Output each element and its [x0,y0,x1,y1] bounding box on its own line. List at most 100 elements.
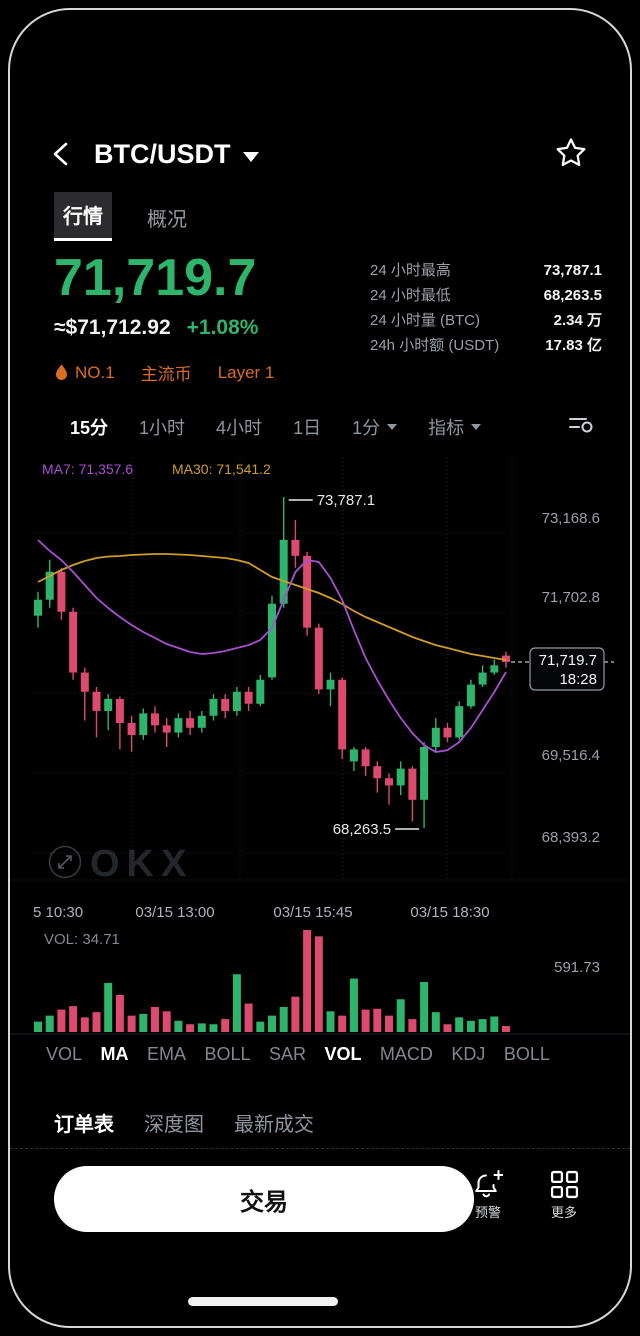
ma30-legend: MA30: 71,541.2 [172,461,271,477]
ordertab-最新成交[interactable]: 最新成交 [234,1114,314,1136]
candle-body [349,749,358,762]
stat-row: 24 小时量 (BTC) 2.34 万 [370,308,602,333]
home-indicator[interactable] [188,1297,338,1306]
caret-down-icon [471,424,482,430]
volume-bar [268,1015,276,1032]
candle-body [80,672,89,692]
volume-bar [279,1007,288,1032]
indicator-tab-boll-8[interactable]: BOLL [503,1044,550,1064]
candle-body [139,713,148,735]
volume-bar [34,1021,42,1032]
badge-label: Layer 1 [217,362,275,382]
volume-bar [162,1011,171,1032]
high-annotation: 73,787.1 [317,492,375,509]
volume-bar [303,930,312,1032]
candle-body [268,603,276,678]
candle-body [314,627,323,690]
indicator-tab-ma-1[interactable]: MA [100,1044,129,1064]
x-axis-label: 03/15 18:30 [410,904,489,921]
current-price-box[interactable] [529,647,605,691]
page-title: BTC/USDT [94,139,231,169]
indicator-tab-kdj-7[interactable]: KDJ [451,1044,486,1064]
back-button[interactable] [50,140,74,173]
flame-icon [56,364,67,380]
indicator-tab-ema-2[interactable]: EMA [146,1044,186,1064]
volume-bar [57,1009,66,1032]
stat-value: 2.34 万 [553,312,602,329]
chart-settings-icon [569,418,593,433]
tab-行情[interactable]: 行情 [54,192,112,241]
candle-body [209,698,218,716]
timeframe-1分[interactable]: 1分 [352,414,398,440]
ma7-line [37,539,507,753]
timeframe-指标[interactable]: 指标 [428,414,482,440]
candle-body [431,727,440,747]
timeframe-1日[interactable]: 1日 [293,418,322,438]
volume-bar [443,1024,452,1032]
candle-body [151,713,159,726]
volume-bar [396,999,405,1032]
badge-Layer 1[interactable]: Layer 1 [218,363,275,383]
more-button[interactable]: 更多 [526,1170,602,1221]
top-tabs: 行情 概况 [54,192,196,241]
y-axis-label: 68,393.2 [542,829,600,846]
indicator-tab-boll-3[interactable]: BOLL [204,1044,251,1064]
volume-bar [466,1020,475,1032]
volume-bar [244,1003,253,1032]
stat-row: 24 小时最高 73,787.1 [370,258,602,283]
timeframe-1小时[interactable]: 1小时 [139,418,186,438]
indicator-tab-sar-4[interactable]: SAR [268,1044,306,1064]
volume-bar [186,1024,195,1032]
volume-bar [338,1015,347,1032]
ordertab-订单表[interactable]: 订单表 [54,1114,114,1136]
last-price: 71,719.7 [54,249,257,307]
stat-row: 24h 小时额 (USDT) 17.83 亿 [370,333,602,358]
candle-body [291,539,300,556]
badge-label: NO.1 [75,362,115,382]
indicator-tab-vol-5[interactable]: VOL [324,1044,362,1064]
x-axis-label: 5 10:30 [33,904,83,921]
chart-settings-button[interactable] [568,412,594,441]
timeframe-15分[interactable]: 15分 [70,418,109,438]
candle-body [174,718,183,733]
phone-frame: BTC/USDT 行情 概况 71,719.7 ≈$71,712.92 +1.08%… [8,8,632,1328]
ma30-line [37,553,507,661]
candle-body [443,727,452,738]
volume-bar [314,936,323,1032]
volume-bar [502,1026,510,1032]
volume-bar [92,1012,101,1032]
kline-chart[interactable]: OKX MA7: 71,357.6 MA30: 71,541.2 73,787.1 68… [10,455,630,1040]
badge-主流币[interactable]: 主流币 [141,360,192,385]
timeframe-4小时[interactable]: 4小时 [216,418,263,438]
candle-body [45,571,54,600]
candle-body [115,698,124,723]
caret-down-icon [387,424,398,430]
candle-body [34,599,42,616]
candle-body [420,746,429,800]
ordertab-深度图[interactable]: 深度图 [144,1114,204,1136]
expand-circle-icon[interactable] [48,845,82,879]
badge-NO.1[interactable]: NO.1 [54,363,115,383]
tab-概况[interactable]: 概况 [147,209,187,231]
volume-bar [209,1024,218,1032]
candle-body [256,679,265,704]
trade-button[interactable]: 交易 [54,1166,474,1232]
stat-label: 24 小时最低 [370,287,451,304]
volume-bar [349,978,358,1032]
candle-body [455,706,464,738]
candle-body [338,679,347,750]
favorite-star-button[interactable] [554,136,588,175]
volume-bar [256,1021,265,1032]
indicator-tab-vol-0[interactable]: VOL [46,1044,83,1064]
x-axis-label: 03/15 13:00 [135,904,214,921]
stats-panel: 24 小时最高 73,787.1 24 小时最低 68,263.5 24 小时量 (BT… [370,258,602,358]
alert-button[interactable]: 预警 [450,1170,526,1221]
chevron-down-icon [242,152,259,162]
divider [10,1148,630,1149]
more-label: 更多 [550,1205,577,1220]
indicator-tab-macd-6[interactable]: MACD [379,1044,433,1064]
volume-bar [127,1015,136,1032]
volume-bar [221,1019,230,1032]
header: BTC/USDT [10,130,630,178]
pair-title-button[interactable]: BTC/USDT [94,130,259,178]
